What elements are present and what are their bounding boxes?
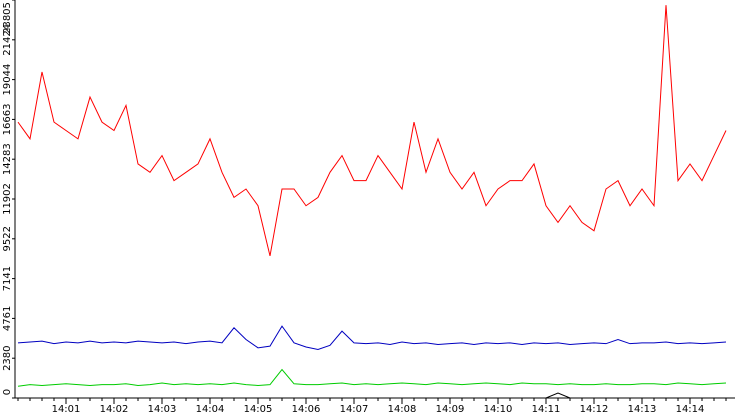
y-tick-label: 4761: [2, 306, 13, 331]
y-tick-label: 23805: [2, 2, 13, 34]
y-tick-label: 11902: [2, 183, 13, 215]
x-tick-label: 14:14: [676, 404, 705, 415]
x-tick-label: 14:08: [388, 404, 417, 415]
x-tick-label: 14:12: [580, 404, 609, 415]
x-tick-label: 14:10: [484, 404, 513, 415]
x-tick-label: 14:02: [100, 404, 129, 415]
x-tick-label: 14:09: [436, 404, 465, 415]
x-tick-label: 14:04: [196, 404, 225, 415]
y-tick-label: 9522: [2, 226, 13, 251]
x-tick-label: 14:13: [628, 404, 657, 415]
series-line: [17, 325, 727, 351]
x-tick-label: 14:06: [292, 404, 321, 415]
y-tick-label: 16663: [2, 104, 13, 136]
series-line: [18, 392, 726, 399]
series-line: [17, 5, 727, 257]
x-tick-label: 14:03: [148, 404, 177, 415]
x-tick-label: 14:05: [244, 404, 273, 415]
y-tick-label: 0: [2, 389, 13, 395]
y-tick-label: 7141: [2, 266, 13, 291]
x-tick-label: 14:01: [52, 404, 81, 415]
x-tick-label: 14:11: [532, 404, 561, 415]
x-tick-label: 14:07: [340, 404, 369, 415]
series-line: [17, 368, 727, 387]
y-tick-label: 2380: [2, 345, 13, 370]
y-tick-label: 21424: [2, 24, 13, 56]
y-tick-label: 14283: [2, 143, 13, 175]
y-tick-label: 19044: [2, 64, 13, 96]
